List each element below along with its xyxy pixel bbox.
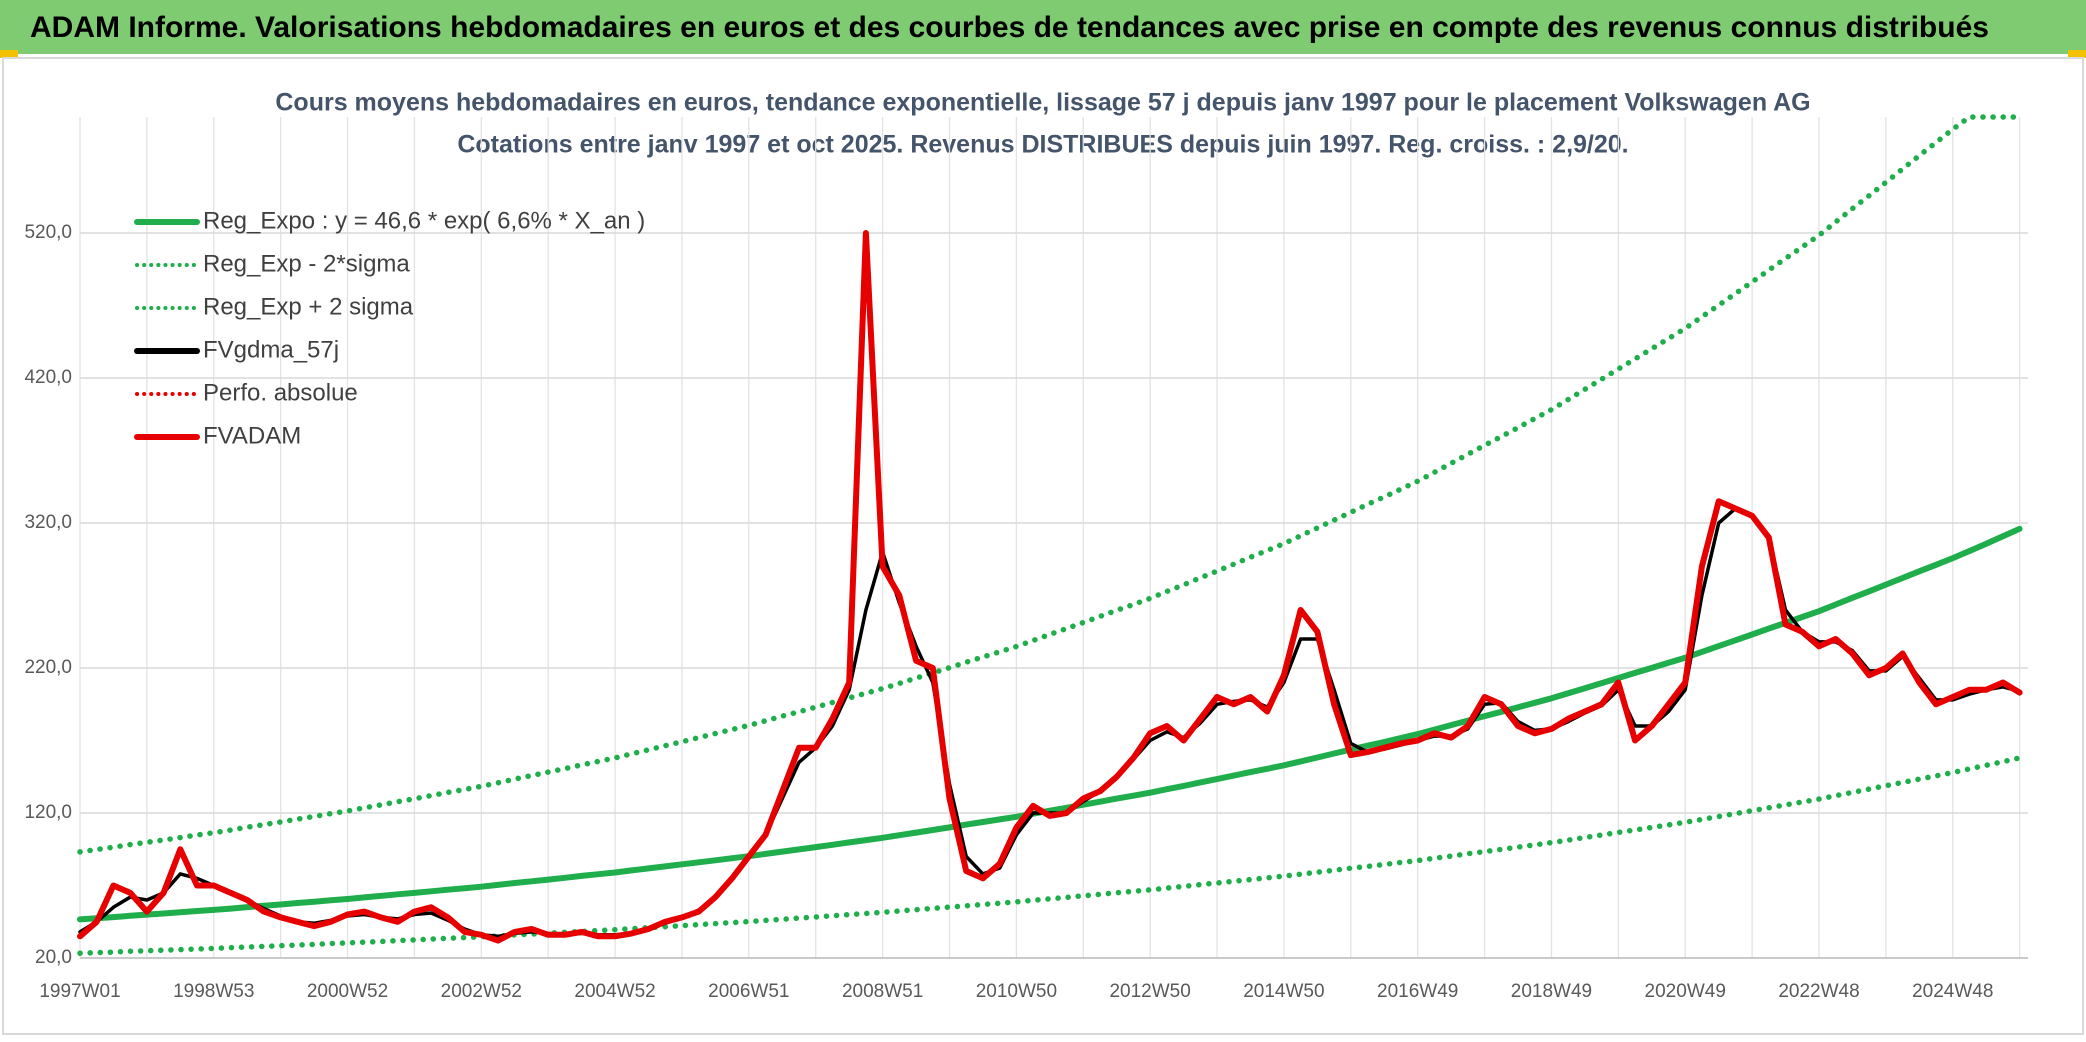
x-tick-label: 2012W50	[1109, 981, 1190, 1002]
series-line	[77, 755, 2023, 956]
x-tick-label: 2020W49	[1645, 981, 1726, 1002]
x-tick-label: 2024W48	[1912, 981, 1993, 1002]
x-tick-label: 2008W51	[842, 981, 923, 1002]
corner-mark	[2068, 50, 2086, 58]
legend-label: Reg_Exp + 2 sigma	[203, 293, 414, 320]
y-tick-label: 520,0	[24, 222, 72, 243]
y-tick-label: 20,0	[35, 947, 72, 968]
series-line	[77, 114, 2023, 855]
x-tick-label: 2018W49	[1511, 981, 1592, 1002]
chart-subtitle: Cours moyens hebdomadaires en euros, ten…	[275, 89, 1810, 117]
legend-label: FVgdma_57j	[203, 336, 339, 363]
chart-frame	[2, 57, 2084, 1035]
x-tick-label: 2000W52	[307, 981, 388, 1002]
plot-lines	[77, 114, 2023, 956]
x-tick-label: 2014W50	[1243, 981, 1324, 1002]
y-tick-label: 120,0	[24, 802, 72, 823]
series-line	[77, 230, 2023, 944]
x-tick-label: 1997W01	[39, 981, 120, 1002]
chart-title: ADAM Informe. Valorisations hebdomadaire…	[30, 11, 1989, 44]
legend-label: Perfo. absolue	[203, 379, 358, 406]
chart-subtitle: Cotations entre janv 1997 et oct 2025. R…	[457, 131, 1628, 159]
x-tick-label: 2022W48	[1778, 981, 1859, 1002]
y-tick-label: 220,0	[24, 657, 72, 678]
x-tick-label: 2004W52	[574, 981, 655, 1002]
y-tick-label: 420,0	[24, 367, 72, 388]
legend-label: Reg_Expo : y = 46,6 * exp( 6,6% * X_an )	[203, 207, 645, 234]
series-line	[77, 525, 2023, 923]
x-tick-label: 1998W53	[173, 981, 254, 1002]
corner-mark	[0, 50, 18, 58]
legend-label: Reg_Exp - 2*sigma	[203, 250, 410, 277]
grid: 20,0 120,0 220,0 320,0 420,0 520,0 1997W01 1998…	[24, 117, 2028, 1002]
x-tick-label: 2016W49	[1377, 981, 1458, 1002]
header-bar	[0, 0, 2086, 54]
y-tick-label: 320,0	[24, 512, 72, 533]
legend-label: FVADAM	[203, 422, 301, 449]
x-tick-label: 2006W51	[708, 981, 789, 1002]
x-tick-label: 2002W52	[441, 981, 522, 1002]
x-tick-label: 2010W50	[976, 981, 1057, 1002]
legend: Reg_Expo : y = 46,6 * exp( 6,6% * X_an )…	[134, 207, 645, 449]
